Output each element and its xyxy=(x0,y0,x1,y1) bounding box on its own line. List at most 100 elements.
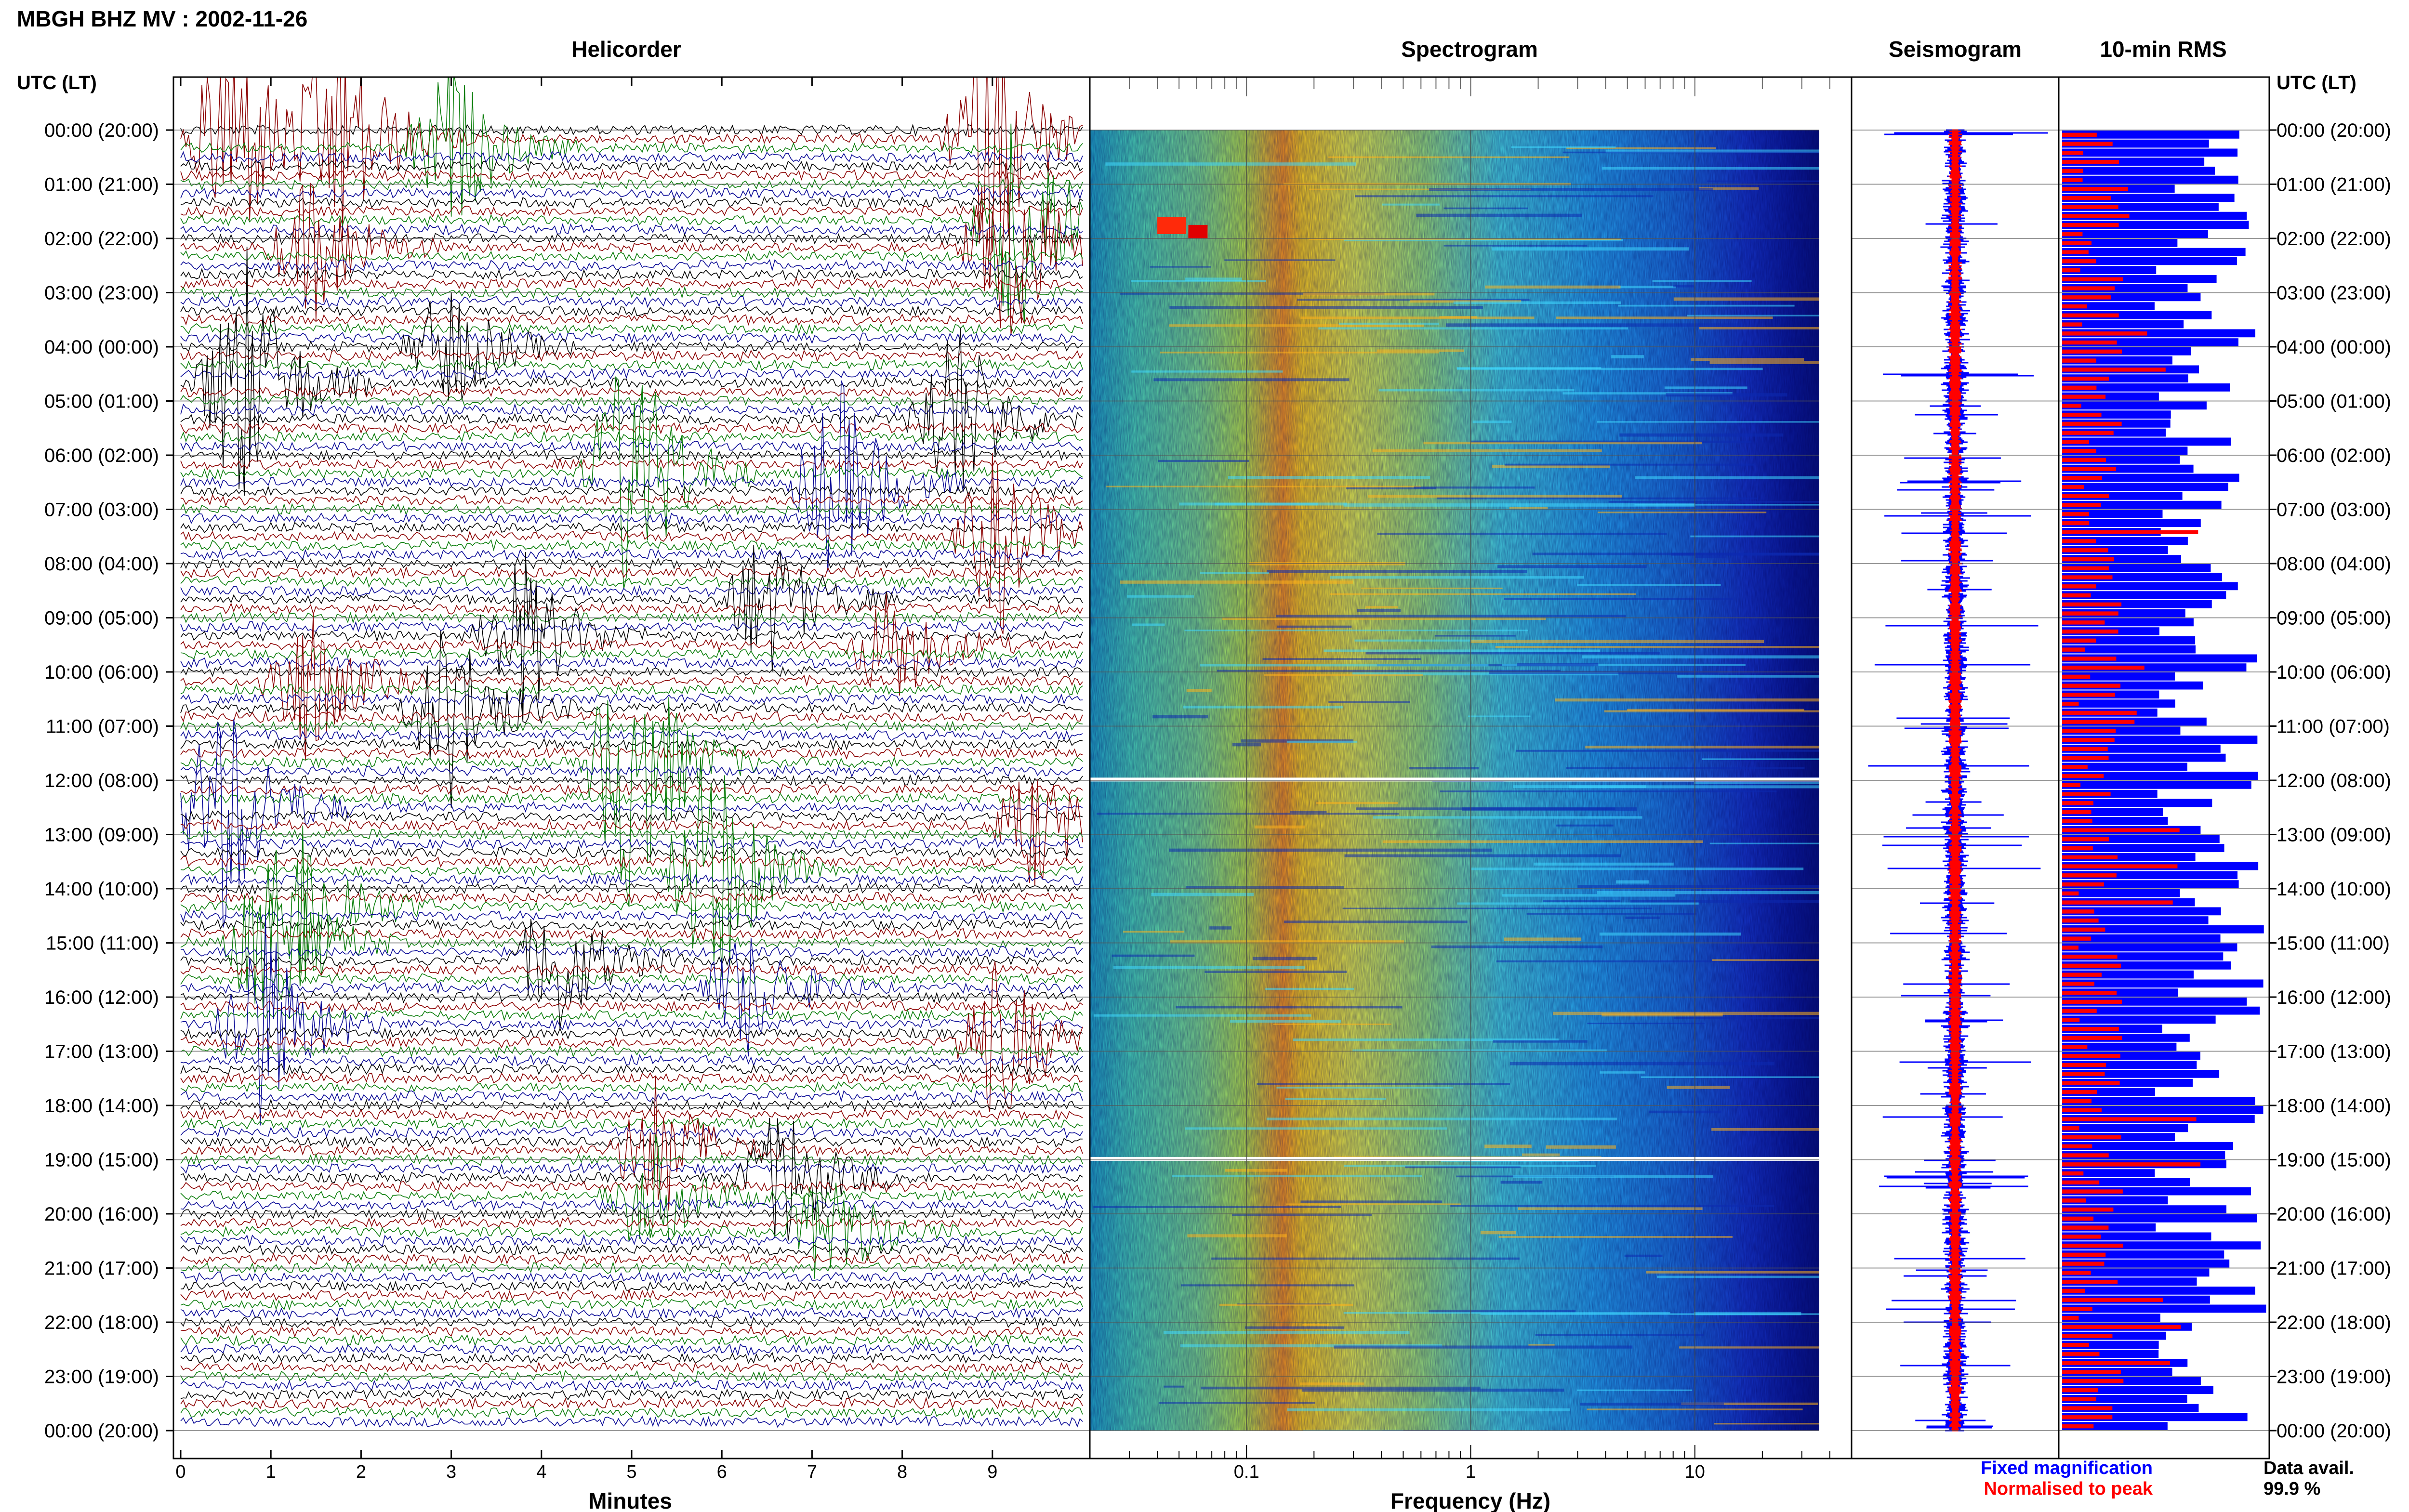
helicorder-trace xyxy=(180,440,1083,453)
helicorder-trace xyxy=(180,331,1083,344)
spectrogram-streak xyxy=(1480,1231,1516,1235)
helicorder-trace xyxy=(180,1180,1083,1194)
spectrogram-streak xyxy=(1443,207,1528,210)
rms-bar-normalised xyxy=(2062,701,2079,706)
spectrogram-streak xyxy=(1673,285,1694,288)
helicorder-trace xyxy=(180,1369,1083,1383)
helicorder-trace xyxy=(180,457,1083,471)
helicorder-trace xyxy=(180,430,1083,444)
spectrogram-streak xyxy=(1266,1118,1617,1120)
helicorder-trace xyxy=(180,961,1083,1112)
helicorder-trace xyxy=(180,1162,1083,1175)
time-label-left: 14:00 (10:00) xyxy=(44,879,159,900)
rms-bar-normalised xyxy=(2062,1424,2094,1429)
helicorder-trace xyxy=(180,584,1083,597)
helicorder-trace xyxy=(180,421,1083,434)
rms-bar-normalised xyxy=(2062,819,2092,824)
rms-bar-normalised xyxy=(2062,476,2102,480)
time-label-left: 10:00 (06:00) xyxy=(44,662,159,683)
rms-bar-normalised xyxy=(2062,268,2080,273)
helicorder-trace xyxy=(180,729,1083,741)
rms-bar-fixed xyxy=(2062,844,2224,852)
spectrogram-streak xyxy=(1489,671,1719,674)
helicorder-trace xyxy=(180,1198,1083,1212)
helicorder-trace xyxy=(180,247,1083,496)
spectrogram-streak xyxy=(1671,552,1819,556)
helicorder-trace xyxy=(180,737,1083,751)
helicorder-x-tick-label: 6 xyxy=(717,1462,727,1482)
helicorder-x-tick-label: 1 xyxy=(266,1462,276,1482)
time-label-left: 05:00 (01:00) xyxy=(44,391,159,412)
spectrogram-streak xyxy=(1377,532,1667,535)
spectrogram-streak xyxy=(1649,1110,1721,1114)
time-label-left: 18:00 (14:00) xyxy=(44,1095,159,1117)
helicorder-trace xyxy=(180,385,1083,398)
helicorder-x-tick-label: 5 xyxy=(626,1462,636,1482)
time-label-left: 22:00 (18:00) xyxy=(44,1312,159,1333)
data-avail-value: 99.9 % xyxy=(2263,1479,2320,1499)
spectrogram-streak xyxy=(1186,886,1344,889)
helicorder-trace xyxy=(180,850,1083,1008)
helicorder-trace xyxy=(180,1396,1083,1410)
helicorder-trace xyxy=(180,1126,1083,1139)
rms-bar-normalised xyxy=(2062,1144,2092,1149)
rms-bar-fixed xyxy=(2062,925,2264,933)
spectrogram-streak xyxy=(1183,706,1344,709)
spectrogram-streak xyxy=(1556,824,1614,827)
rms-bar-normalised xyxy=(2062,1216,2094,1221)
rms-bar-normalised xyxy=(2062,584,2096,589)
spectrogram-streak xyxy=(1217,670,1561,672)
spectrogram-streak xyxy=(1698,187,1759,190)
helicorder-trace xyxy=(180,1090,1083,1103)
rms-bar-fixed xyxy=(2062,175,2238,184)
rms-bar-normalised xyxy=(2062,864,2178,868)
helicorder-trace xyxy=(180,1000,1083,1012)
helicorder-trace xyxy=(180,259,1083,272)
spectrogram-panel: 0.1 1 10 xyxy=(1089,76,1853,1482)
spectrogram-streak xyxy=(1293,1038,1559,1041)
helicorder-trace xyxy=(180,1252,1083,1265)
spectrogram-streak xyxy=(1605,149,1819,153)
helicorder-trace xyxy=(180,1343,1083,1356)
rms-bar-normalised xyxy=(2062,900,2173,905)
helicorder-trace xyxy=(180,368,1083,381)
time-label-left: 23:00 (19:00) xyxy=(44,1367,159,1388)
rms-bar-normalised xyxy=(2062,1298,2163,1302)
spectrogram-streak xyxy=(1164,1331,1410,1334)
spectrogram-streak xyxy=(1105,162,1356,166)
helicorder-trace xyxy=(180,196,1083,209)
rms-bar-fixed xyxy=(2062,437,2231,446)
helicorder-trace xyxy=(180,545,1083,672)
rms-bar-fixed xyxy=(2062,880,2239,888)
rms-bar-normalised xyxy=(2062,1108,2102,1113)
spectrogram-streak xyxy=(1453,301,1621,304)
rms-bar-fixed xyxy=(2062,1304,2266,1313)
helicorder-trace xyxy=(180,938,1083,1057)
spectrogram-streak xyxy=(1352,1049,1607,1052)
rms-bar-fixed xyxy=(2062,781,2251,789)
helicorder-trace xyxy=(180,205,1083,218)
spectrogram-streak xyxy=(1131,279,1266,282)
spectrogram-streak xyxy=(1504,937,1582,941)
time-label-right: 22:00 (18:00) xyxy=(2277,1312,2391,1333)
time-label-right: 18:00 (14:00) xyxy=(2277,1095,2391,1117)
helicorder-trace xyxy=(180,916,1083,1126)
rms-bar-fixed xyxy=(2062,916,2209,924)
spectrogram-streak xyxy=(1131,370,1283,373)
spectrogram-streak xyxy=(1580,1403,1724,1406)
rms-bar-normalised xyxy=(2062,774,2104,778)
time-label-left: 11:00 (07:00) xyxy=(46,716,159,737)
time-label-right: 19:00 (15:00) xyxy=(2277,1150,2391,1171)
rms-bar-normalised xyxy=(2062,756,2109,760)
helicorder-trace xyxy=(180,314,1083,326)
rms-bar-normalised xyxy=(2062,765,2088,769)
rms-bar-normalised xyxy=(2062,539,2096,543)
helicorder-trace xyxy=(180,683,1083,696)
rms-bar-normalised xyxy=(2062,313,2119,318)
spectrogram-streak xyxy=(1187,1234,1287,1237)
rms-bar-fixed xyxy=(2062,672,2175,681)
helicorder-trace xyxy=(180,1280,1083,1292)
rms-bar-normalised xyxy=(2062,503,2101,507)
rms-bar-normalised xyxy=(2062,1081,2120,1085)
rms-bar-fixed xyxy=(2062,889,2180,897)
